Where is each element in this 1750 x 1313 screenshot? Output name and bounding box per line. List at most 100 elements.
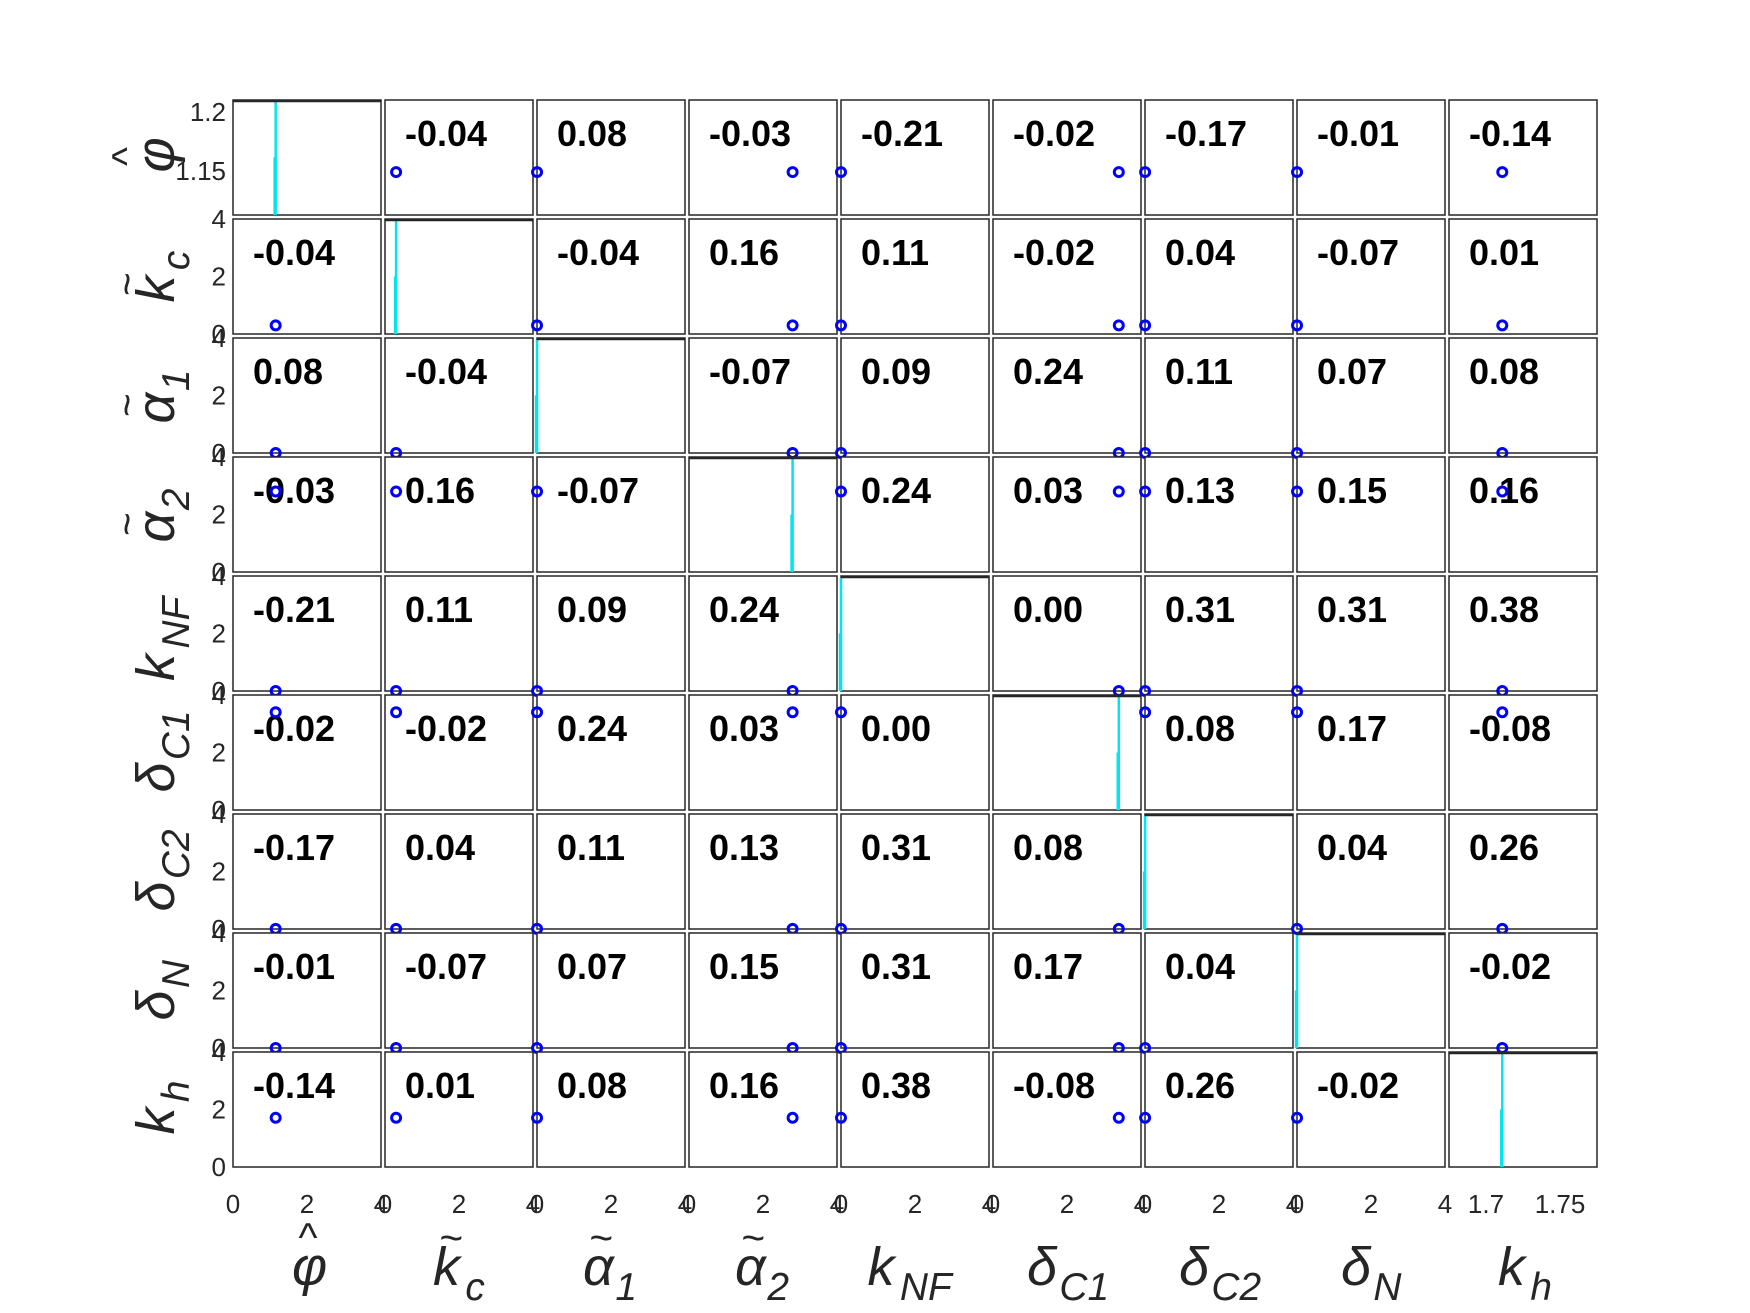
panel-frame	[992, 813, 1142, 930]
panel-3-5: 0.03	[992, 456, 1142, 573]
correlation-value: -0.21	[861, 113, 943, 154]
y-axis-label-7: δN	[126, 959, 198, 1020]
variable-symbol: δ	[1179, 1237, 1210, 1297]
variable-symbol: k	[1498, 1237, 1528, 1297]
y-tick-label: 0	[212, 319, 226, 349]
correlation-value: -0.14	[253, 1065, 335, 1106]
y-tick-label: 2	[212, 262, 226, 292]
panel-frame	[1448, 337, 1598, 454]
variable-subscript: N	[155, 959, 198, 988]
panel-0-7: -0.01	[1291, 99, 1446, 216]
variable-subscript: c	[155, 251, 198, 270]
panel-frame	[992, 575, 1142, 692]
variable-symbol: k	[126, 651, 186, 681]
panel-frame	[840, 932, 990, 1049]
panel-6-1: 0.04	[384, 813, 534, 935]
panel-frame	[1144, 813, 1294, 930]
correlation-value: 0.00	[1013, 589, 1083, 630]
x-tick-label: 2	[1060, 1189, 1074, 1219]
panel-1-8: 0.01	[1448, 218, 1598, 335]
x-axis-label-4: k NF	[868, 1237, 954, 1309]
panel-7-5: 0.17	[992, 932, 1142, 1054]
scatter-point	[269, 706, 282, 719]
correlation-value: 0.16	[709, 1065, 779, 1106]
correlation-value: 0.24	[557, 708, 627, 749]
x-tick-label: 0	[530, 1189, 544, 1219]
panel-frame	[384, 694, 534, 811]
y-tick-label: 2	[212, 619, 226, 649]
panel-frame	[232, 456, 382, 573]
x-tick-label: 2	[452, 1189, 466, 1219]
variable-subscript: 1	[615, 1266, 637, 1309]
correlation-value: 0.08	[253, 351, 323, 392]
y-tick-label: 4	[212, 561, 226, 591]
panel-frame	[1296, 932, 1446, 1049]
panel-frame	[536, 932, 686, 1049]
panel-frame	[688, 694, 838, 811]
correlation-value: 0.24	[861, 470, 931, 511]
correlation-value: 0.08	[1013, 827, 1083, 868]
y-tick-label: 2	[212, 500, 226, 530]
correlation-value: -0.21	[253, 589, 335, 630]
panel-0-3: -0.03	[688, 99, 838, 216]
scatter-point	[1139, 319, 1152, 332]
x-tick-label: 2	[1212, 1189, 1226, 1219]
scatter-point	[1112, 485, 1125, 498]
panel-frame	[1448, 99, 1598, 216]
panel-frame	[1144, 456, 1294, 573]
correlation-value: 0.00	[861, 708, 931, 749]
correlation-value: 0.08	[557, 113, 627, 154]
scatter-point	[1112, 166, 1125, 179]
scatter-point	[269, 1111, 282, 1124]
correlation-value: 0.15	[709, 946, 779, 987]
variable-accent: ~	[741, 1215, 765, 1261]
panel-3-4: 0.24	[835, 456, 990, 573]
correlation-value: -0.03	[709, 113, 791, 154]
x-tick-label: 0	[378, 1189, 392, 1219]
correlation-value: -0.01	[253, 946, 335, 987]
correlation-value: -0.04	[253, 232, 335, 273]
variable-accent: ^	[104, 147, 150, 166]
panel-1-6: 0.04	[1139, 218, 1294, 335]
panel-frame	[232, 337, 382, 454]
y-axis-label-2: α~1	[104, 369, 199, 423]
y-tick-label: 1.15	[175, 156, 226, 186]
scatter-point	[835, 166, 847, 179]
panel-6-3: 0.13	[688, 813, 838, 935]
scatter-point	[1496, 485, 1509, 498]
y-tick-label: 4	[212, 442, 226, 472]
panel-frame	[1144, 337, 1294, 454]
panel-1-5: -0.02	[992, 218, 1142, 335]
panel-frame	[536, 575, 686, 692]
scatter-point	[786, 706, 799, 719]
panel-2-1: -0.04	[384, 337, 534, 459]
panel-3-3	[688, 456, 838, 573]
scatter-point	[1291, 706, 1304, 719]
panel-4-7: 0.31	[1291, 575, 1446, 697]
panel-4-5: 0.00	[992, 575, 1142, 697]
panel-5-4: 0.00	[835, 694, 990, 811]
y-axis-label-1: k~ c	[104, 251, 199, 303]
panel-frame	[1448, 1051, 1598, 1168]
panel-frame	[232, 575, 382, 692]
y-tick-label: 2	[212, 976, 226, 1006]
y-tick-label: 2	[212, 1095, 226, 1125]
y-tick-label: 0	[212, 557, 226, 587]
panel-3-8: 0.16	[1448, 456, 1598, 573]
y-axis-label-6: δC2	[126, 829, 198, 911]
panel-7-2: 0.07	[531, 932, 686, 1054]
x-tick-label: 2	[604, 1189, 618, 1219]
correlation-value: 0.08	[557, 1065, 627, 1106]
panel-frame	[992, 218, 1142, 335]
panel-frame	[384, 813, 534, 930]
correlation-value: -0.01	[1317, 113, 1399, 154]
panel-frame	[536, 1051, 686, 1168]
panel-5-7: 0.17	[1291, 694, 1446, 811]
panel-frame	[992, 932, 1142, 1049]
x-axis-label-2: α~1	[583, 1215, 637, 1310]
y-tick-label: 0	[212, 795, 226, 825]
scatter-point	[786, 166, 799, 179]
panel-0-5: -0.02	[992, 99, 1142, 216]
y-tick-label: 0	[212, 1152, 226, 1182]
